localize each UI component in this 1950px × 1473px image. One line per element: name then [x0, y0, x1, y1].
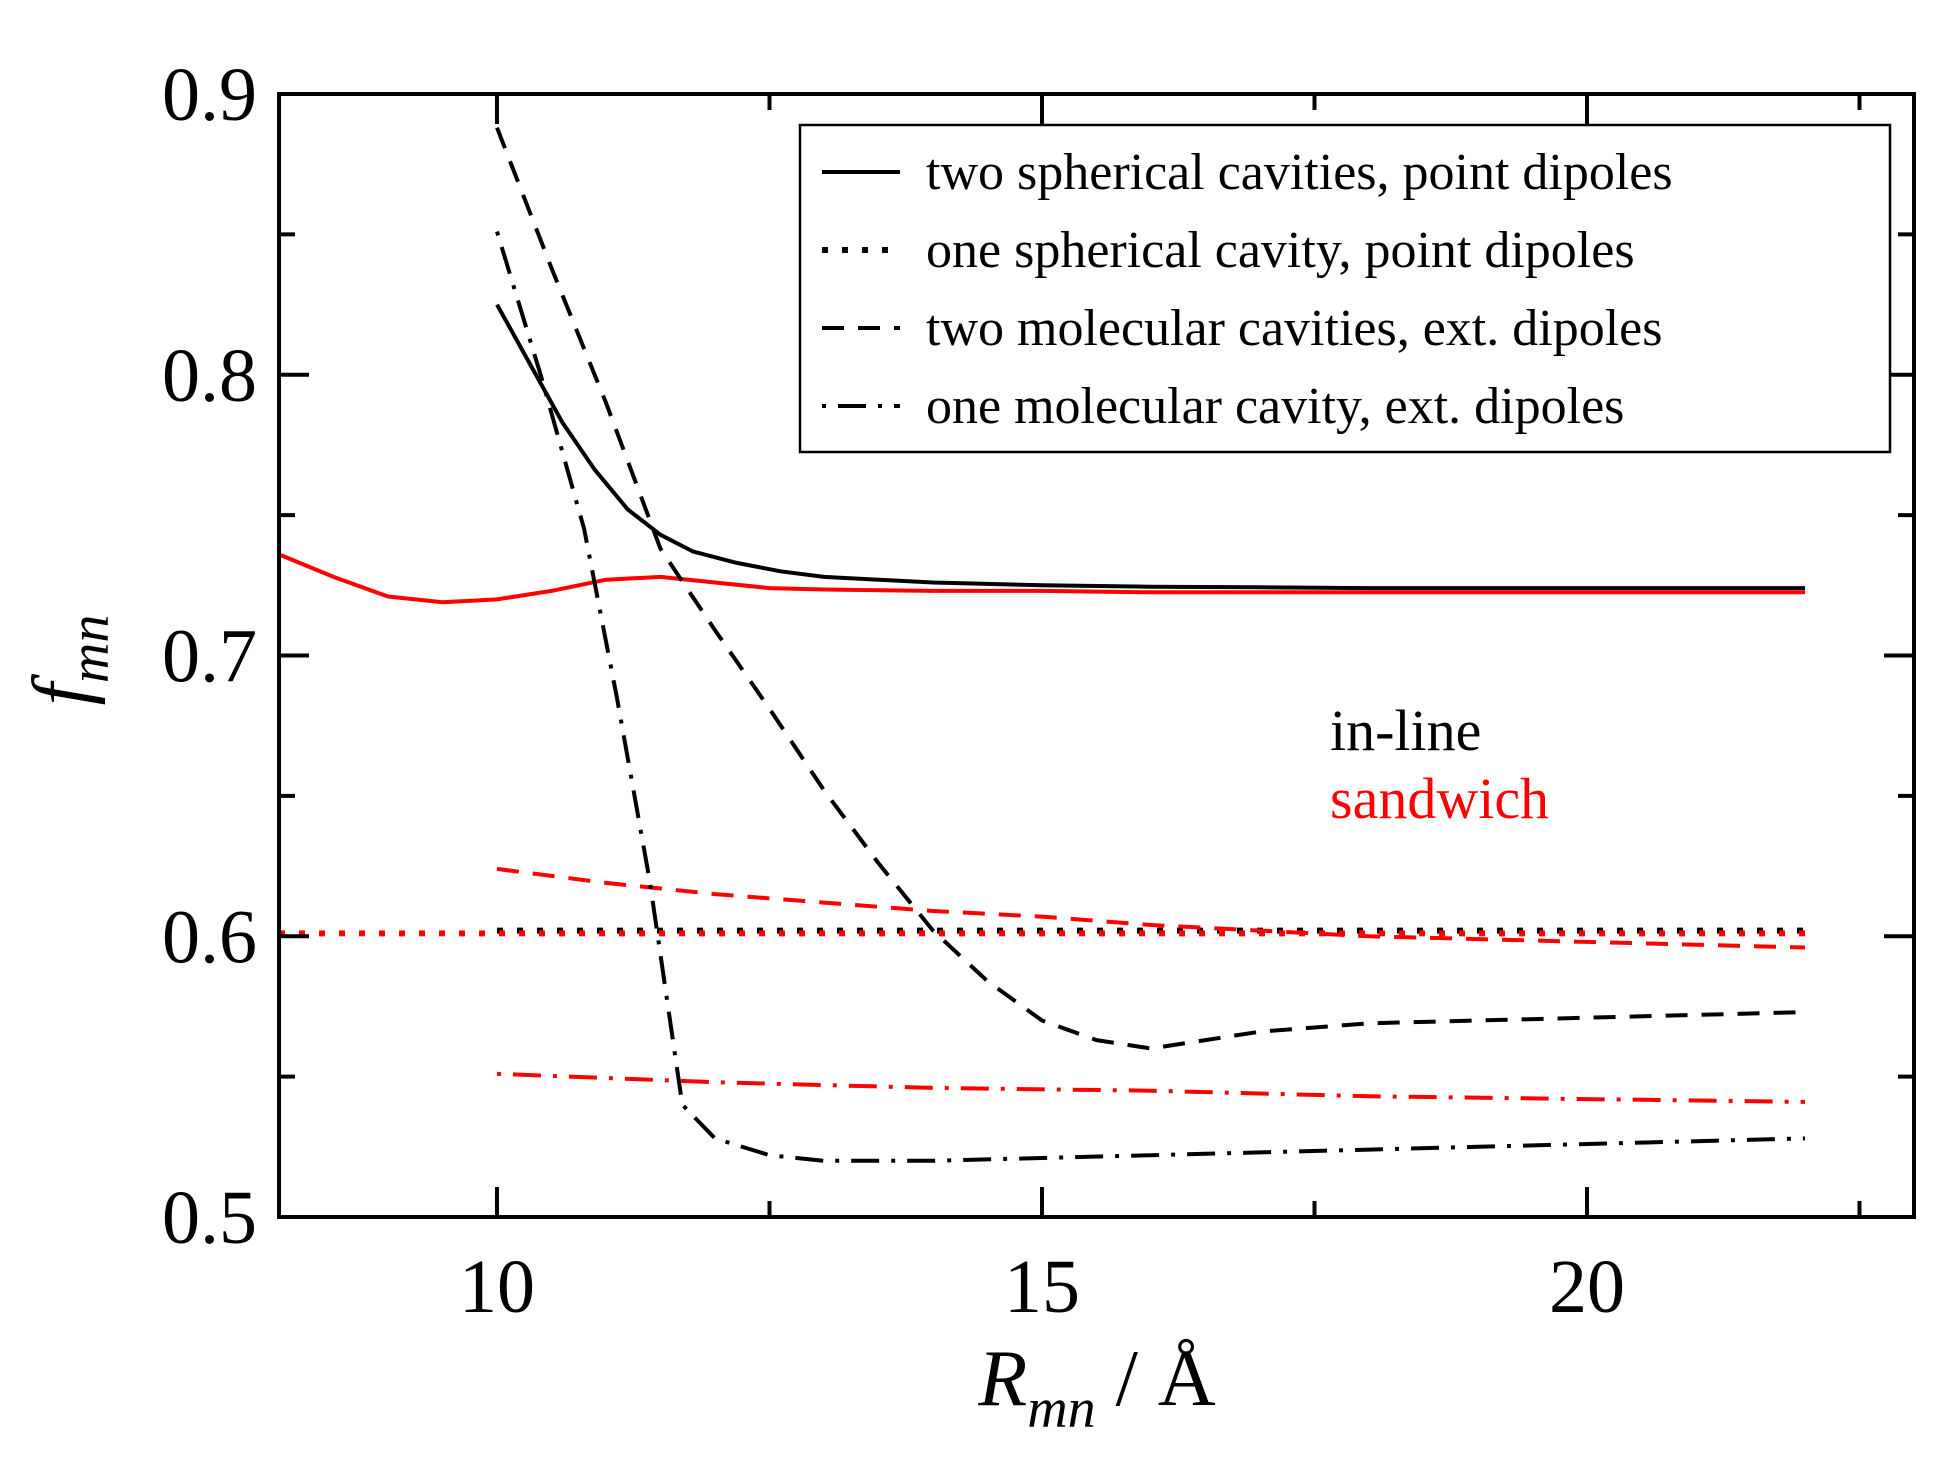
series-line-7: [496, 1071, 1806, 1104]
annotation-sandwich: sandwich: [1330, 766, 1549, 831]
axis-ticks: [279, 92, 1914, 1219]
annotation-in-line: in-line: [1330, 698, 1481, 763]
y-tick-label: 0.9: [162, 53, 257, 137]
x-tick-label: 20: [1549, 1245, 1625, 1329]
legend-label-0: two spherical cavities, point dipoles: [926, 144, 1673, 201]
y-tick-label: 0.8: [162, 334, 257, 418]
series-line-5: [496, 866, 1806, 950]
legend-label-3: one molecular cavity, ext. dipoles: [926, 378, 1624, 435]
series-line-1: [278, 552, 1805, 605]
plot-lines: [278, 126, 1806, 1163]
x-tick-label: 15: [1004, 1245, 1080, 1329]
series-line-6: [495, 231, 1806, 1163]
y-tick-label: 0.7: [162, 615, 257, 699]
legend: two spherical cavities, point dipoles on…: [798, 123, 1892, 454]
series-line-4: [495, 126, 1806, 1051]
series-line-0: [495, 303, 1805, 591]
y-tick-label: 0.5: [162, 1176, 257, 1260]
x-axis-title: Rmn / Å: [977, 1335, 1216, 1440]
y-axis-title: fmn: [18, 615, 121, 706]
legend-box: [798, 123, 1892, 454]
y-tick-label: 0.6: [162, 895, 257, 979]
legend-label-2: two molecular cavities, ext. dipoles: [926, 300, 1662, 357]
legend-label-1: one spherical cavity, point dipoles: [926, 222, 1635, 279]
tick-labels: 10 15 20 0.5 0.6 0.7 0.8 0.9: [162, 53, 1625, 1329]
x-tick-label: 10: [459, 1245, 535, 1329]
